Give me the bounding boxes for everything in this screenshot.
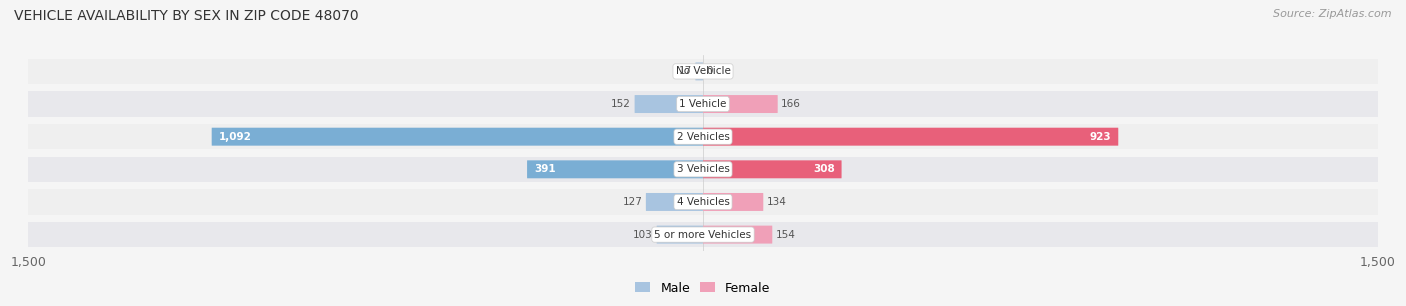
Text: 166: 166 <box>782 99 801 109</box>
Text: 3 Vehicles: 3 Vehicles <box>676 164 730 174</box>
FancyBboxPatch shape <box>703 160 842 178</box>
Text: 0: 0 <box>707 66 713 76</box>
Text: 2 Vehicles: 2 Vehicles <box>676 132 730 142</box>
Text: No Vehicle: No Vehicle <box>675 66 731 76</box>
Text: VEHICLE AVAILABILITY BY SEX IN ZIP CODE 48070: VEHICLE AVAILABILITY BY SEX IN ZIP CODE … <box>14 9 359 23</box>
Bar <box>28 91 1378 117</box>
FancyBboxPatch shape <box>703 193 763 211</box>
FancyBboxPatch shape <box>645 193 703 211</box>
Text: 134: 134 <box>766 197 787 207</box>
Legend: Male, Female: Male, Female <box>630 277 776 300</box>
Text: 1,092: 1,092 <box>218 132 252 142</box>
Text: 308: 308 <box>813 164 835 174</box>
Text: 1 Vehicle: 1 Vehicle <box>679 99 727 109</box>
Text: 152: 152 <box>612 99 631 109</box>
FancyBboxPatch shape <box>657 226 703 244</box>
Text: Source: ZipAtlas.com: Source: ZipAtlas.com <box>1274 9 1392 19</box>
Bar <box>28 189 1378 215</box>
FancyBboxPatch shape <box>634 95 703 113</box>
FancyBboxPatch shape <box>696 62 703 80</box>
Text: 17: 17 <box>679 66 692 76</box>
Bar <box>28 59 1378 84</box>
Text: 127: 127 <box>623 197 643 207</box>
Text: 4 Vehicles: 4 Vehicles <box>676 197 730 207</box>
FancyBboxPatch shape <box>703 95 778 113</box>
Bar <box>28 157 1378 182</box>
Text: 154: 154 <box>776 230 796 240</box>
Text: 923: 923 <box>1090 132 1112 142</box>
Text: 391: 391 <box>534 164 555 174</box>
Text: 5 or more Vehicles: 5 or more Vehicles <box>654 230 752 240</box>
FancyBboxPatch shape <box>527 160 703 178</box>
FancyBboxPatch shape <box>212 128 703 146</box>
Bar <box>28 124 1378 149</box>
FancyBboxPatch shape <box>703 128 1118 146</box>
FancyBboxPatch shape <box>703 226 772 244</box>
Bar <box>28 222 1378 247</box>
Text: 103: 103 <box>633 230 652 240</box>
